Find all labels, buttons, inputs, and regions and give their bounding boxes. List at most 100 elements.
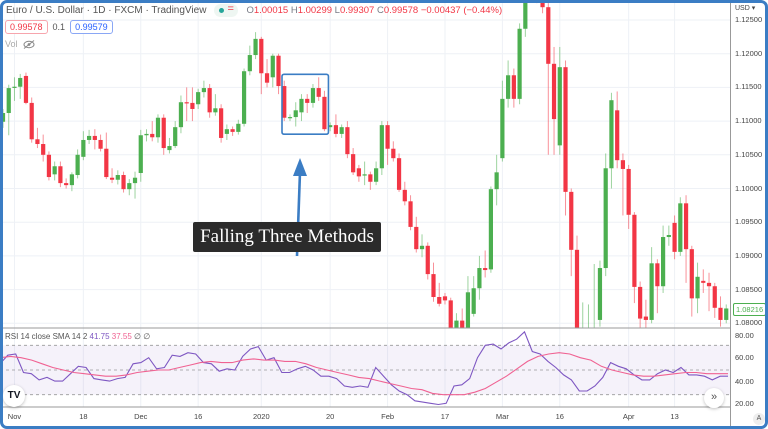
candle-body xyxy=(81,139,86,157)
rsi-name[interactable]: RSI 14 close SMA 14 2 xyxy=(5,332,88,341)
candle-body xyxy=(23,75,29,103)
candle-body xyxy=(201,88,206,93)
candle xyxy=(75,149,80,179)
tradingview-logo[interactable]: TV xyxy=(3,385,25,407)
candle xyxy=(23,72,29,105)
candle xyxy=(724,304,729,324)
candle xyxy=(540,0,545,14)
candle xyxy=(718,296,723,327)
candle xyxy=(305,94,310,114)
candle-body xyxy=(41,144,46,155)
candle-body xyxy=(465,292,471,328)
candle-body xyxy=(362,174,367,176)
open-label: O xyxy=(246,5,254,16)
candle xyxy=(408,195,413,231)
candle xyxy=(35,127,40,149)
auto-scale-button[interactable]: A xyxy=(753,413,765,425)
candle-body xyxy=(333,125,339,134)
currency-dropdown[interactable]: USD ▾ xyxy=(735,5,756,12)
candle xyxy=(379,121,384,176)
rsi-lines xyxy=(0,330,728,406)
candle xyxy=(316,77,321,101)
candle xyxy=(178,95,184,134)
time-tick-label: 18 xyxy=(79,412,88,421)
candle xyxy=(483,250,488,278)
candle xyxy=(207,84,212,118)
candle-body xyxy=(132,177,138,184)
candle xyxy=(109,168,115,184)
candle xyxy=(374,161,379,186)
eye-slash-icon[interactable] xyxy=(23,39,35,49)
rsi-line xyxy=(0,330,728,406)
candle xyxy=(12,77,17,101)
high-value: 1.00299 xyxy=(297,5,333,16)
time-tick-label: Apr xyxy=(622,412,635,421)
candle xyxy=(69,172,74,192)
candle xyxy=(310,84,316,108)
candle-body xyxy=(247,55,252,72)
market-status-pill[interactable]: = xyxy=(214,3,239,17)
candle-body xyxy=(638,286,643,319)
candle-body xyxy=(173,127,178,147)
candle-body xyxy=(328,125,333,128)
candle xyxy=(41,134,46,162)
candle-body xyxy=(219,108,224,138)
candle-body xyxy=(236,123,241,132)
candle-body xyxy=(293,110,298,118)
candle-body xyxy=(414,226,419,250)
rsi-tick-label: 40.00 xyxy=(735,377,754,387)
candle xyxy=(391,141,396,162)
low-value: 0.99307 xyxy=(339,5,375,16)
candle-body xyxy=(488,189,493,270)
candle xyxy=(98,134,103,152)
candle-body xyxy=(540,0,545,8)
buy-button[interactable]: 0.99579 xyxy=(70,20,113,34)
scroll-to-realtime-button[interactable]: » xyxy=(704,388,724,408)
candle-body xyxy=(506,75,511,99)
candle xyxy=(574,235,580,328)
candle-body xyxy=(46,154,52,178)
candle xyxy=(0,108,6,128)
candle-body xyxy=(184,102,189,104)
time-tick-label: 16 xyxy=(193,412,203,421)
candle xyxy=(546,3,551,155)
candle-body xyxy=(287,117,293,119)
price-axis[interactable] xyxy=(730,0,768,429)
candle-body xyxy=(609,100,614,169)
candle-body xyxy=(666,235,671,238)
candle xyxy=(264,59,270,88)
candle-body xyxy=(379,125,384,169)
candle-body xyxy=(12,86,17,88)
time-tick-label: Dec xyxy=(134,412,148,421)
candle xyxy=(494,154,499,206)
candle xyxy=(253,32,258,60)
change-value: −0.00437 (−0.44%) xyxy=(420,5,503,16)
candle xyxy=(270,53,275,88)
candle-body xyxy=(213,108,218,113)
candle xyxy=(46,151,52,181)
candle xyxy=(190,87,195,122)
symbol-title[interactable]: Euro / U.S. Dollar · 1D · FXCM · Trading… xyxy=(6,5,207,16)
open-value: 1.00015 xyxy=(253,5,289,16)
candle xyxy=(115,170,120,185)
candle xyxy=(517,23,522,105)
candle-body xyxy=(276,55,281,87)
market-open-icon xyxy=(219,8,225,13)
candle xyxy=(672,215,677,260)
candle-body xyxy=(454,320,459,328)
sell-button[interactable]: 0.99578 xyxy=(5,20,48,34)
price-tick-label: 1.09000 xyxy=(735,250,763,260)
candle xyxy=(695,262,700,314)
candle xyxy=(419,234,425,258)
candle-body xyxy=(241,71,247,124)
candle xyxy=(213,94,218,116)
candle xyxy=(683,195,689,283)
candle-body xyxy=(224,129,229,134)
chart-plot-area[interactable] xyxy=(0,0,730,408)
candle xyxy=(293,102,298,127)
close-label: C xyxy=(376,5,384,16)
candle-body xyxy=(724,308,729,320)
candle-body xyxy=(259,38,264,74)
candle-body xyxy=(144,133,149,136)
candle-body xyxy=(190,102,195,109)
